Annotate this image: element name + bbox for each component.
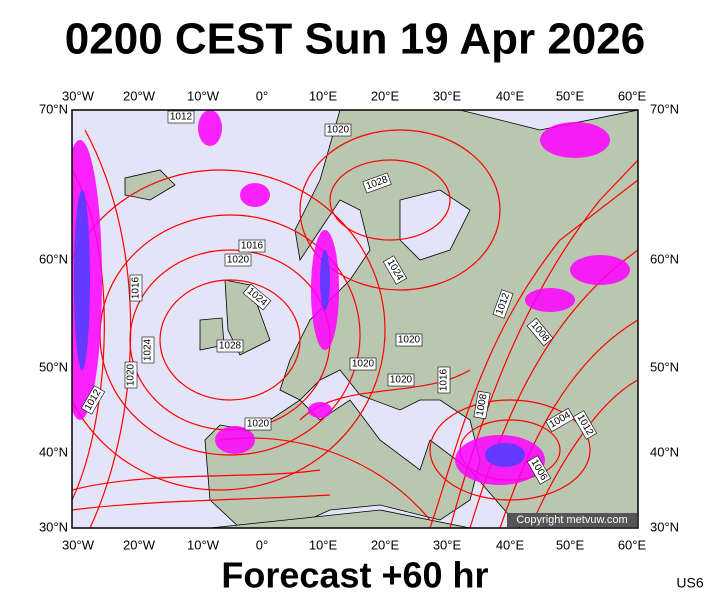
isobar-label-bg <box>526 317 554 347</box>
lon-label: 60°E <box>618 88 647 103</box>
lat-label: 40°N <box>650 444 679 459</box>
isobar-label: 1020 <box>398 335 421 346</box>
lon-label: 10°E <box>309 537 338 552</box>
isobar-label: 1020 <box>352 359 375 370</box>
isobar-label: 1020 <box>126 363 137 386</box>
isobar-label-bg <box>362 172 392 194</box>
heavy-precipitation <box>74 190 525 467</box>
isobar-label-bg <box>141 336 155 364</box>
isobar-label-bg <box>526 455 552 485</box>
isobar-label: 1012 <box>170 112 193 123</box>
isobar-label-bg <box>80 385 106 415</box>
lon-label: 20°W <box>123 537 156 552</box>
copyright: Copyright metvuw.com <box>516 514 627 526</box>
isobar-label-bg <box>324 123 352 137</box>
lat-label: 60°N <box>39 251 68 266</box>
lon-label: 40°E <box>496 537 525 552</box>
isobar-label: 1028 <box>219 341 242 352</box>
isobar-label: 1008 <box>475 393 490 417</box>
lon-label: 50°E <box>556 88 585 103</box>
isobar-label-group: 1020 <box>349 357 377 371</box>
lat-label: 60°N <box>650 251 679 266</box>
isobar-label: 1016 <box>439 368 450 391</box>
isobar-label: 1020 <box>390 375 413 386</box>
isobar-label-bg <box>382 255 408 285</box>
lat-label: 70°N <box>650 101 679 116</box>
isobar-label-bg <box>242 283 272 311</box>
isobar-label: 1016 <box>131 276 142 299</box>
isobar-label-group: 1008 <box>473 390 491 420</box>
isobar-label-bg <box>238 239 266 253</box>
isobar-label-group: 1016 <box>238 239 266 253</box>
isobar-label-group: 1020 <box>244 417 272 431</box>
isobar-label-group: 1020 <box>395 333 423 347</box>
lon-label: 0° <box>256 88 268 103</box>
isobars <box>72 129 638 528</box>
isobar-label-bg <box>545 407 575 433</box>
lon-label: 10°E <box>309 88 338 103</box>
isobar-label-group: 1020 <box>324 123 352 137</box>
isobar-label-bg <box>395 333 423 347</box>
lon-label: 10°W <box>187 537 220 552</box>
isobar-label-bg <box>167 110 195 124</box>
lat-label: 70°N <box>39 101 68 116</box>
lon-label: 60°E <box>618 537 647 552</box>
isobar-label-bg <box>349 357 377 371</box>
isobar-label: 1024 <box>143 338 154 361</box>
lon-label: 50°E <box>556 537 585 552</box>
isobar-label: 1016 <box>241 241 264 252</box>
lat-label: 30°N <box>650 519 679 534</box>
lon-label: 20°E <box>371 88 400 103</box>
lon-label: 30°W <box>62 537 95 552</box>
lat-label: 50°N <box>650 359 679 374</box>
isobar-label-group: 1020 <box>124 361 138 389</box>
isobar-label-group: 1028 <box>216 339 244 353</box>
model-code: US6 <box>676 575 703 591</box>
isobar-label-group: 1016 <box>437 366 451 394</box>
map-frame <box>71 109 639 529</box>
lon-label: 30°E <box>433 88 462 103</box>
isobar-label-bg <box>124 361 138 389</box>
lon-label: 20°E <box>371 537 400 552</box>
isobar-label-bg <box>216 339 244 353</box>
isobar-label-bg <box>224 253 252 267</box>
lat-label: 50°N <box>39 359 68 374</box>
map-area <box>72 110 638 528</box>
lon-label: 10°W <box>187 88 220 103</box>
isobar-label-bg <box>437 366 451 394</box>
lon-label: 30°E <box>433 537 462 552</box>
isobar-label-group: 1016 <box>129 274 143 302</box>
lon-label: 40°E <box>496 88 525 103</box>
isobar-label-group: 1012 <box>167 110 195 124</box>
isobar-label: 1020 <box>327 125 350 136</box>
title: 0200 CEST Sun 19 Apr 2026 <box>65 15 645 64</box>
lon-label: 0° <box>256 537 268 552</box>
isobar-label-group: 1024 <box>141 336 155 364</box>
copyright-box <box>507 513 637 527</box>
isobar-label-bg <box>387 373 415 387</box>
forecast-label: Forecast +60 hr <box>221 555 488 596</box>
isobar-label: 1020 <box>247 419 270 430</box>
isobar-label-group: 1020 <box>387 373 415 387</box>
isobar-label-bg <box>473 390 491 420</box>
lat-label: 40°N <box>39 444 68 459</box>
isobar-label-bg <box>492 289 514 319</box>
labels: 30°W 30°W 20°W 20°W 10°W 10°W 0° 0° 10°E 10°E 20°E… <box>39 88 679 552</box>
isobar-label-group: 1020 <box>224 253 252 267</box>
lon-label: 20°W <box>123 88 156 103</box>
isobar-label-bg <box>244 417 272 431</box>
isobar-label-bg <box>129 274 143 302</box>
lat-label: 30°N <box>39 519 68 534</box>
isobar-label: 1020 <box>227 255 250 266</box>
lon-label: 30°W <box>62 88 95 103</box>
isobar-label-bg <box>572 410 598 440</box>
